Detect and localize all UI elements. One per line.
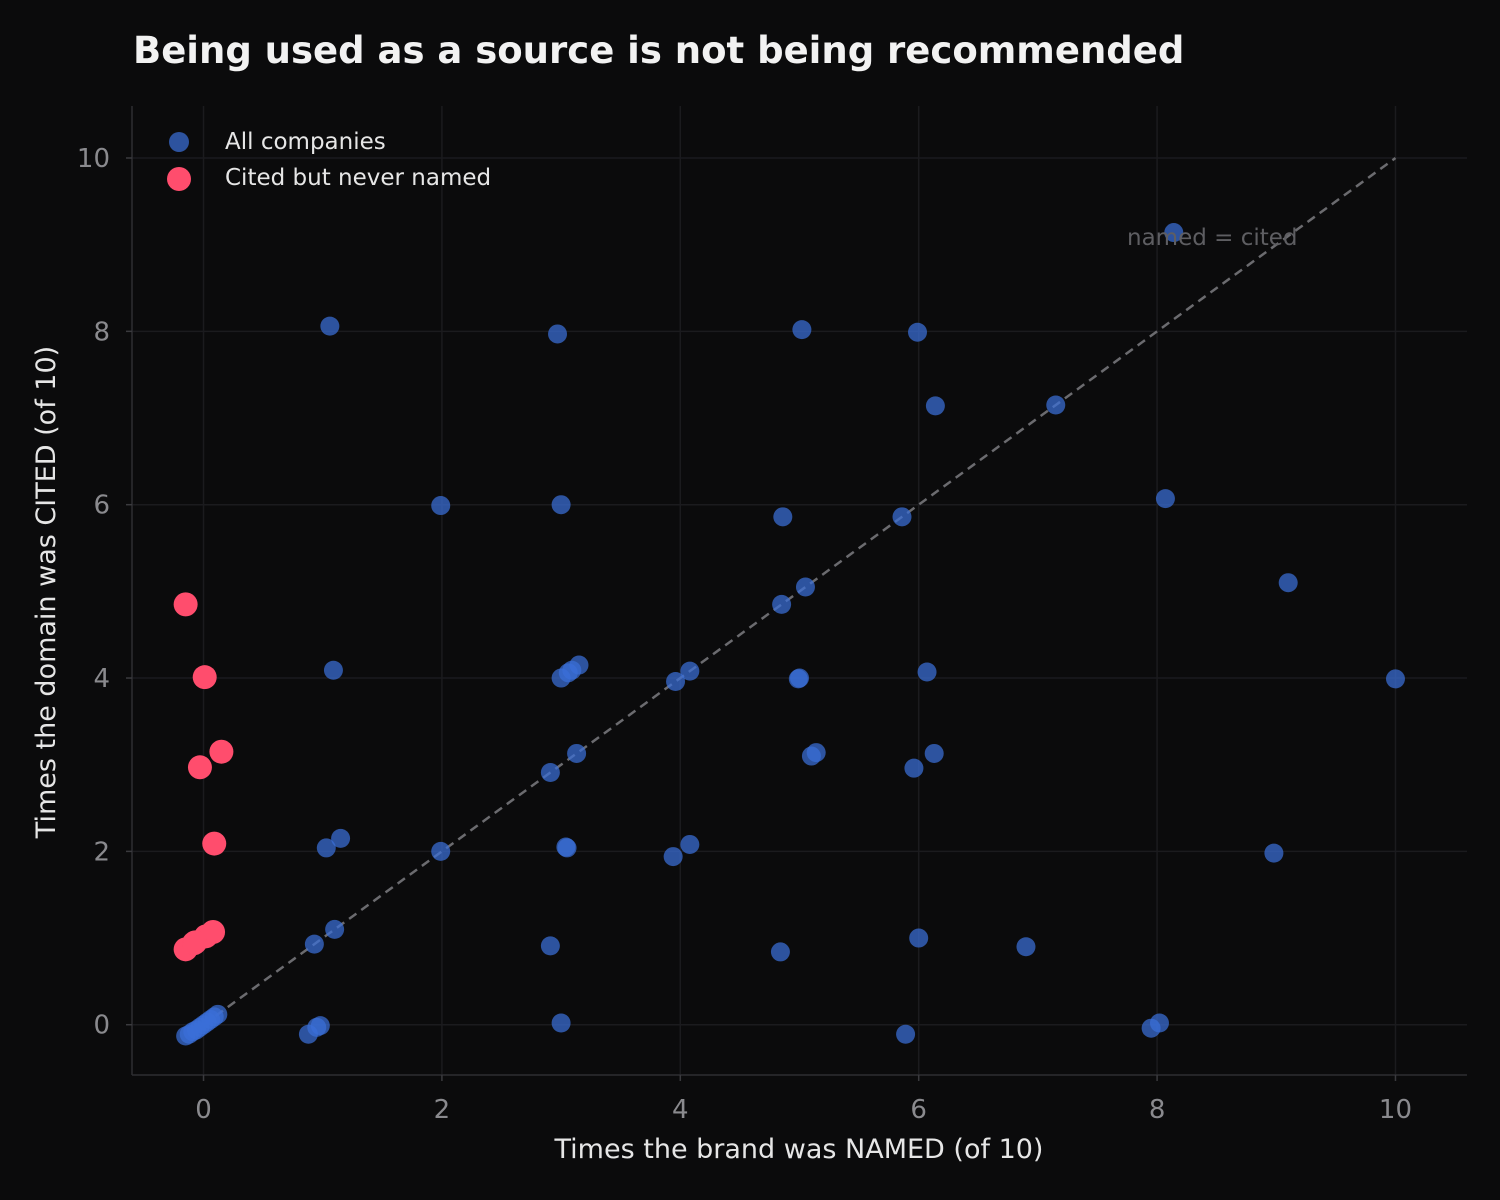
- highlight-point: [183, 930, 208, 955]
- data-point: [896, 1024, 916, 1044]
- data-point: [770, 942, 790, 962]
- legend-label-highlight: Cited but never named: [225, 165, 491, 191]
- y-tick-label: 6: [93, 491, 110, 521]
- data-point: [431, 496, 451, 516]
- x-tick-label: 6: [910, 1095, 927, 1125]
- data-point: [331, 828, 351, 848]
- data-point: [316, 838, 336, 858]
- data-point: [908, 322, 928, 342]
- data-point: [310, 1016, 330, 1036]
- x-tick-label: 4: [672, 1095, 689, 1125]
- data-point: [540, 763, 560, 783]
- highlight-point: [209, 739, 234, 764]
- data-point: [1278, 573, 1298, 593]
- data-point: [304, 934, 324, 954]
- data-point: [892, 507, 912, 527]
- highlight-point: [173, 592, 198, 617]
- x-tick-label: 0: [195, 1095, 212, 1125]
- highlight-point: [201, 919, 226, 944]
- data-point: [772, 594, 792, 614]
- y-tick-label: 8: [93, 317, 110, 347]
- data-point: [666, 672, 686, 692]
- y-tick-label: 2: [93, 837, 110, 867]
- data-point: [208, 1004, 228, 1024]
- x-tick-label: 10: [1379, 1095, 1412, 1125]
- x-tick-label: 8: [1149, 1095, 1166, 1125]
- data-point: [909, 928, 929, 948]
- data-point: [924, 743, 944, 763]
- data-point: [790, 668, 809, 688]
- data-point: [795, 577, 815, 597]
- data-point: [325, 919, 345, 939]
- x-tick-label: 2: [434, 1095, 451, 1125]
- y-axis-label: Times the domain was CITED (of 10): [31, 346, 62, 839]
- data-point: [548, 324, 568, 344]
- data-point: [680, 661, 700, 681]
- reference-annotation: named = cited: [1127, 225, 1298, 251]
- data-point: [431, 841, 451, 861]
- data-point: [1016, 937, 1036, 957]
- y-tick-label: 4: [93, 664, 110, 694]
- data-point: [1046, 395, 1066, 415]
- y-tick-label: 10: [77, 144, 110, 174]
- series-cited-not-named: [173, 592, 234, 962]
- data-point: [540, 936, 560, 956]
- x-axis-label: Times the brand was NAMED (of 10): [554, 1134, 1044, 1165]
- highlight-point: [202, 831, 227, 856]
- legend-label-all: All companies: [225, 129, 386, 155]
- data-point: [925, 396, 945, 416]
- data-point: [569, 655, 589, 675]
- data-point: [904, 758, 924, 778]
- data-point: [1385, 669, 1405, 689]
- highlight-point: [192, 665, 217, 690]
- data-point: [323, 660, 343, 680]
- data-point: [1149, 1013, 1169, 1033]
- axes: 0 2 4 6 8 10 0 2 4 6 8 10: [77, 106, 1467, 1125]
- data-point: [551, 495, 571, 515]
- legend: All companies Cited but never named: [167, 129, 491, 191]
- data-point: [320, 316, 340, 336]
- data-point: [806, 743, 826, 763]
- data-point: [773, 507, 793, 527]
- series-all-companies: [176, 223, 1405, 1046]
- data-point: [680, 834, 700, 854]
- data-point: [557, 838, 577, 858]
- highlight-point: [187, 755, 212, 780]
- data-point: [1264, 843, 1284, 863]
- legend-marker-highlight: [167, 167, 191, 191]
- data-point: [663, 847, 683, 867]
- data-point: [917, 662, 937, 682]
- data-point: [792, 320, 812, 340]
- y-tick-label: 0: [93, 1011, 110, 1041]
- chart-title: Being used as a source is not being reco…: [133, 29, 1184, 72]
- data-point: [567, 743, 587, 763]
- data-point: [551, 1013, 571, 1033]
- data-point: [1164, 223, 1184, 243]
- legend-marker-all: [169, 132, 189, 152]
- data-point: [1155, 489, 1175, 509]
